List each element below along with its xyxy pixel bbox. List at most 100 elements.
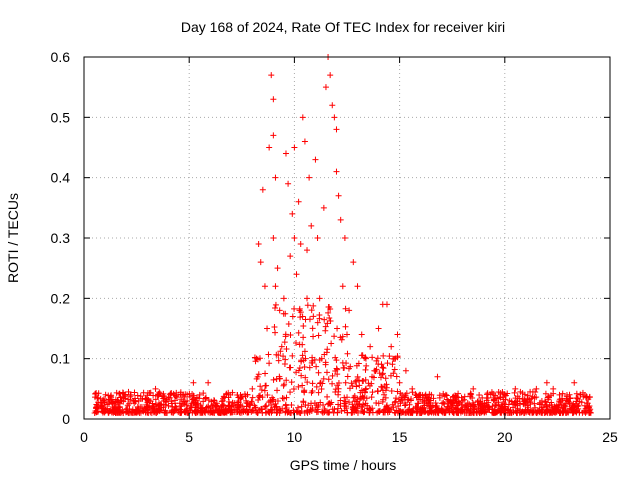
data-point — [401, 402, 408, 409]
data-point — [497, 394, 504, 401]
data-point — [473, 409, 480, 416]
data-point — [278, 343, 285, 350]
data-point — [205, 397, 212, 404]
data-point — [309, 325, 316, 332]
data-point — [124, 408, 131, 415]
data-point — [124, 402, 131, 409]
data-point — [382, 375, 389, 382]
data-point — [99, 397, 106, 404]
data-point — [362, 400, 369, 407]
data-point — [320, 402, 327, 409]
data-point — [290, 386, 297, 393]
data-point — [203, 394, 210, 401]
data-point — [262, 370, 269, 377]
data-point — [574, 402, 581, 409]
data-point — [127, 393, 134, 400]
data-point — [499, 388, 506, 395]
data-point — [325, 409, 332, 416]
data-point — [543, 379, 550, 386]
data-point — [333, 126, 340, 133]
data-point — [281, 339, 288, 346]
data-point — [369, 373, 376, 380]
data-point — [362, 386, 369, 393]
data-point — [413, 394, 420, 401]
data-point — [334, 382, 341, 389]
data-point — [532, 409, 539, 416]
data-point — [353, 398, 360, 405]
data-point — [312, 156, 319, 163]
data-point — [314, 235, 321, 241]
data-point — [280, 353, 287, 360]
data-point — [436, 392, 443, 399]
data-point — [297, 241, 304, 248]
data-point — [265, 351, 272, 358]
data-point — [392, 398, 399, 405]
x-tick-label: 25 — [602, 429, 618, 445]
data-point — [291, 305, 298, 312]
data-point — [308, 408, 315, 415]
data-point — [283, 377, 290, 384]
data-point — [295, 198, 302, 205]
data-point — [301, 348, 308, 355]
data-point — [296, 364, 303, 371]
data-point — [323, 369, 330, 376]
data-point — [348, 409, 355, 416]
data-point — [300, 399, 307, 406]
data-point — [526, 396, 533, 403]
data-point — [367, 343, 374, 350]
data-point — [258, 405, 265, 412]
data-point — [442, 409, 449, 416]
data-point — [501, 400, 508, 407]
data-point — [321, 406, 328, 413]
data-point — [236, 408, 243, 415]
data-point — [337, 397, 344, 404]
data-point — [344, 394, 351, 401]
data-point — [350, 394, 357, 401]
data-point — [407, 397, 414, 404]
data-point — [205, 379, 212, 386]
data-point — [276, 307, 283, 314]
data-point — [332, 354, 339, 361]
data-point — [375, 361, 382, 368]
data-point — [374, 388, 381, 395]
data-point — [467, 408, 474, 415]
data-point — [585, 396, 592, 403]
data-point — [177, 409, 184, 416]
data-point — [388, 388, 395, 395]
data-point — [190, 379, 197, 386]
data-point — [257, 383, 264, 390]
data-point — [368, 380, 375, 387]
data-point — [510, 404, 517, 411]
data-point — [464, 400, 471, 407]
data-point — [557, 409, 564, 416]
data-point — [294, 404, 301, 411]
data-point — [470, 385, 477, 392]
data-point — [258, 387, 265, 394]
data-point — [321, 316, 328, 323]
data-point — [571, 379, 578, 386]
data-point — [299, 114, 306, 121]
data-point — [281, 361, 288, 368]
data-point — [159, 393, 166, 400]
data-point — [384, 360, 391, 367]
data-point — [292, 339, 299, 346]
data-point — [390, 355, 397, 362]
data-point — [388, 405, 395, 412]
data-point — [268, 72, 275, 79]
data-point — [270, 376, 277, 383]
data-point — [123, 408, 130, 415]
data-point — [380, 409, 387, 416]
data-point — [272, 329, 279, 336]
data-point — [269, 398, 276, 405]
data-point — [158, 401, 165, 408]
data-point — [359, 378, 366, 385]
data-point — [459, 397, 466, 404]
data-point — [304, 379, 311, 386]
data-point — [394, 331, 401, 338]
data-point — [379, 371, 386, 378]
data-point — [490, 397, 497, 404]
data-point — [519, 396, 526, 403]
data-point — [458, 394, 465, 401]
data-point — [519, 408, 526, 415]
data-point — [327, 72, 334, 79]
